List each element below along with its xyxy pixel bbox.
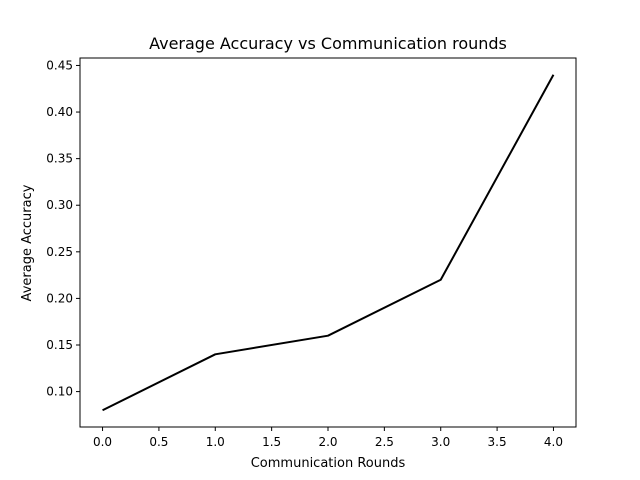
x-axis-label: Communication Rounds xyxy=(251,456,406,471)
x-tick-label: 3.5 xyxy=(488,435,507,449)
y-tick-label: 0.35 xyxy=(46,152,73,166)
x-tick-label: 2.0 xyxy=(318,435,337,449)
chart-title: Average Accuracy vs Communication rounds xyxy=(149,34,507,53)
y-tick-label: 0.45 xyxy=(46,58,73,72)
y-tick-label: 0.15 xyxy=(46,338,73,352)
x-tick-label: 0.0 xyxy=(93,435,112,449)
x-tick-label: 2.5 xyxy=(375,435,394,449)
x-tick-label: 1.0 xyxy=(206,435,225,449)
series-1-line xyxy=(102,74,555,412)
x-tick-label: 0.5 xyxy=(149,435,168,449)
y-axis-label: Average Accuracy xyxy=(20,184,35,301)
y-tick-label: 0.20 xyxy=(46,291,73,305)
y-tick-label: 0.30 xyxy=(46,198,73,212)
y-tick-label: 0.25 xyxy=(46,245,73,259)
x-tick-label: 1.5 xyxy=(262,435,281,449)
y-tick-label: 0.10 xyxy=(46,385,73,399)
x-tick-label: 3.0 xyxy=(431,435,450,449)
plot-area: 0.0 0.5 1.0 1.5 2.0 2.5 3.0 3.5 4.0 0.10 0.15 0.20 0… xyxy=(46,57,577,449)
x-tick-label: 4.0 xyxy=(544,435,563,449)
y-tick-label: 0.40 xyxy=(46,105,73,119)
